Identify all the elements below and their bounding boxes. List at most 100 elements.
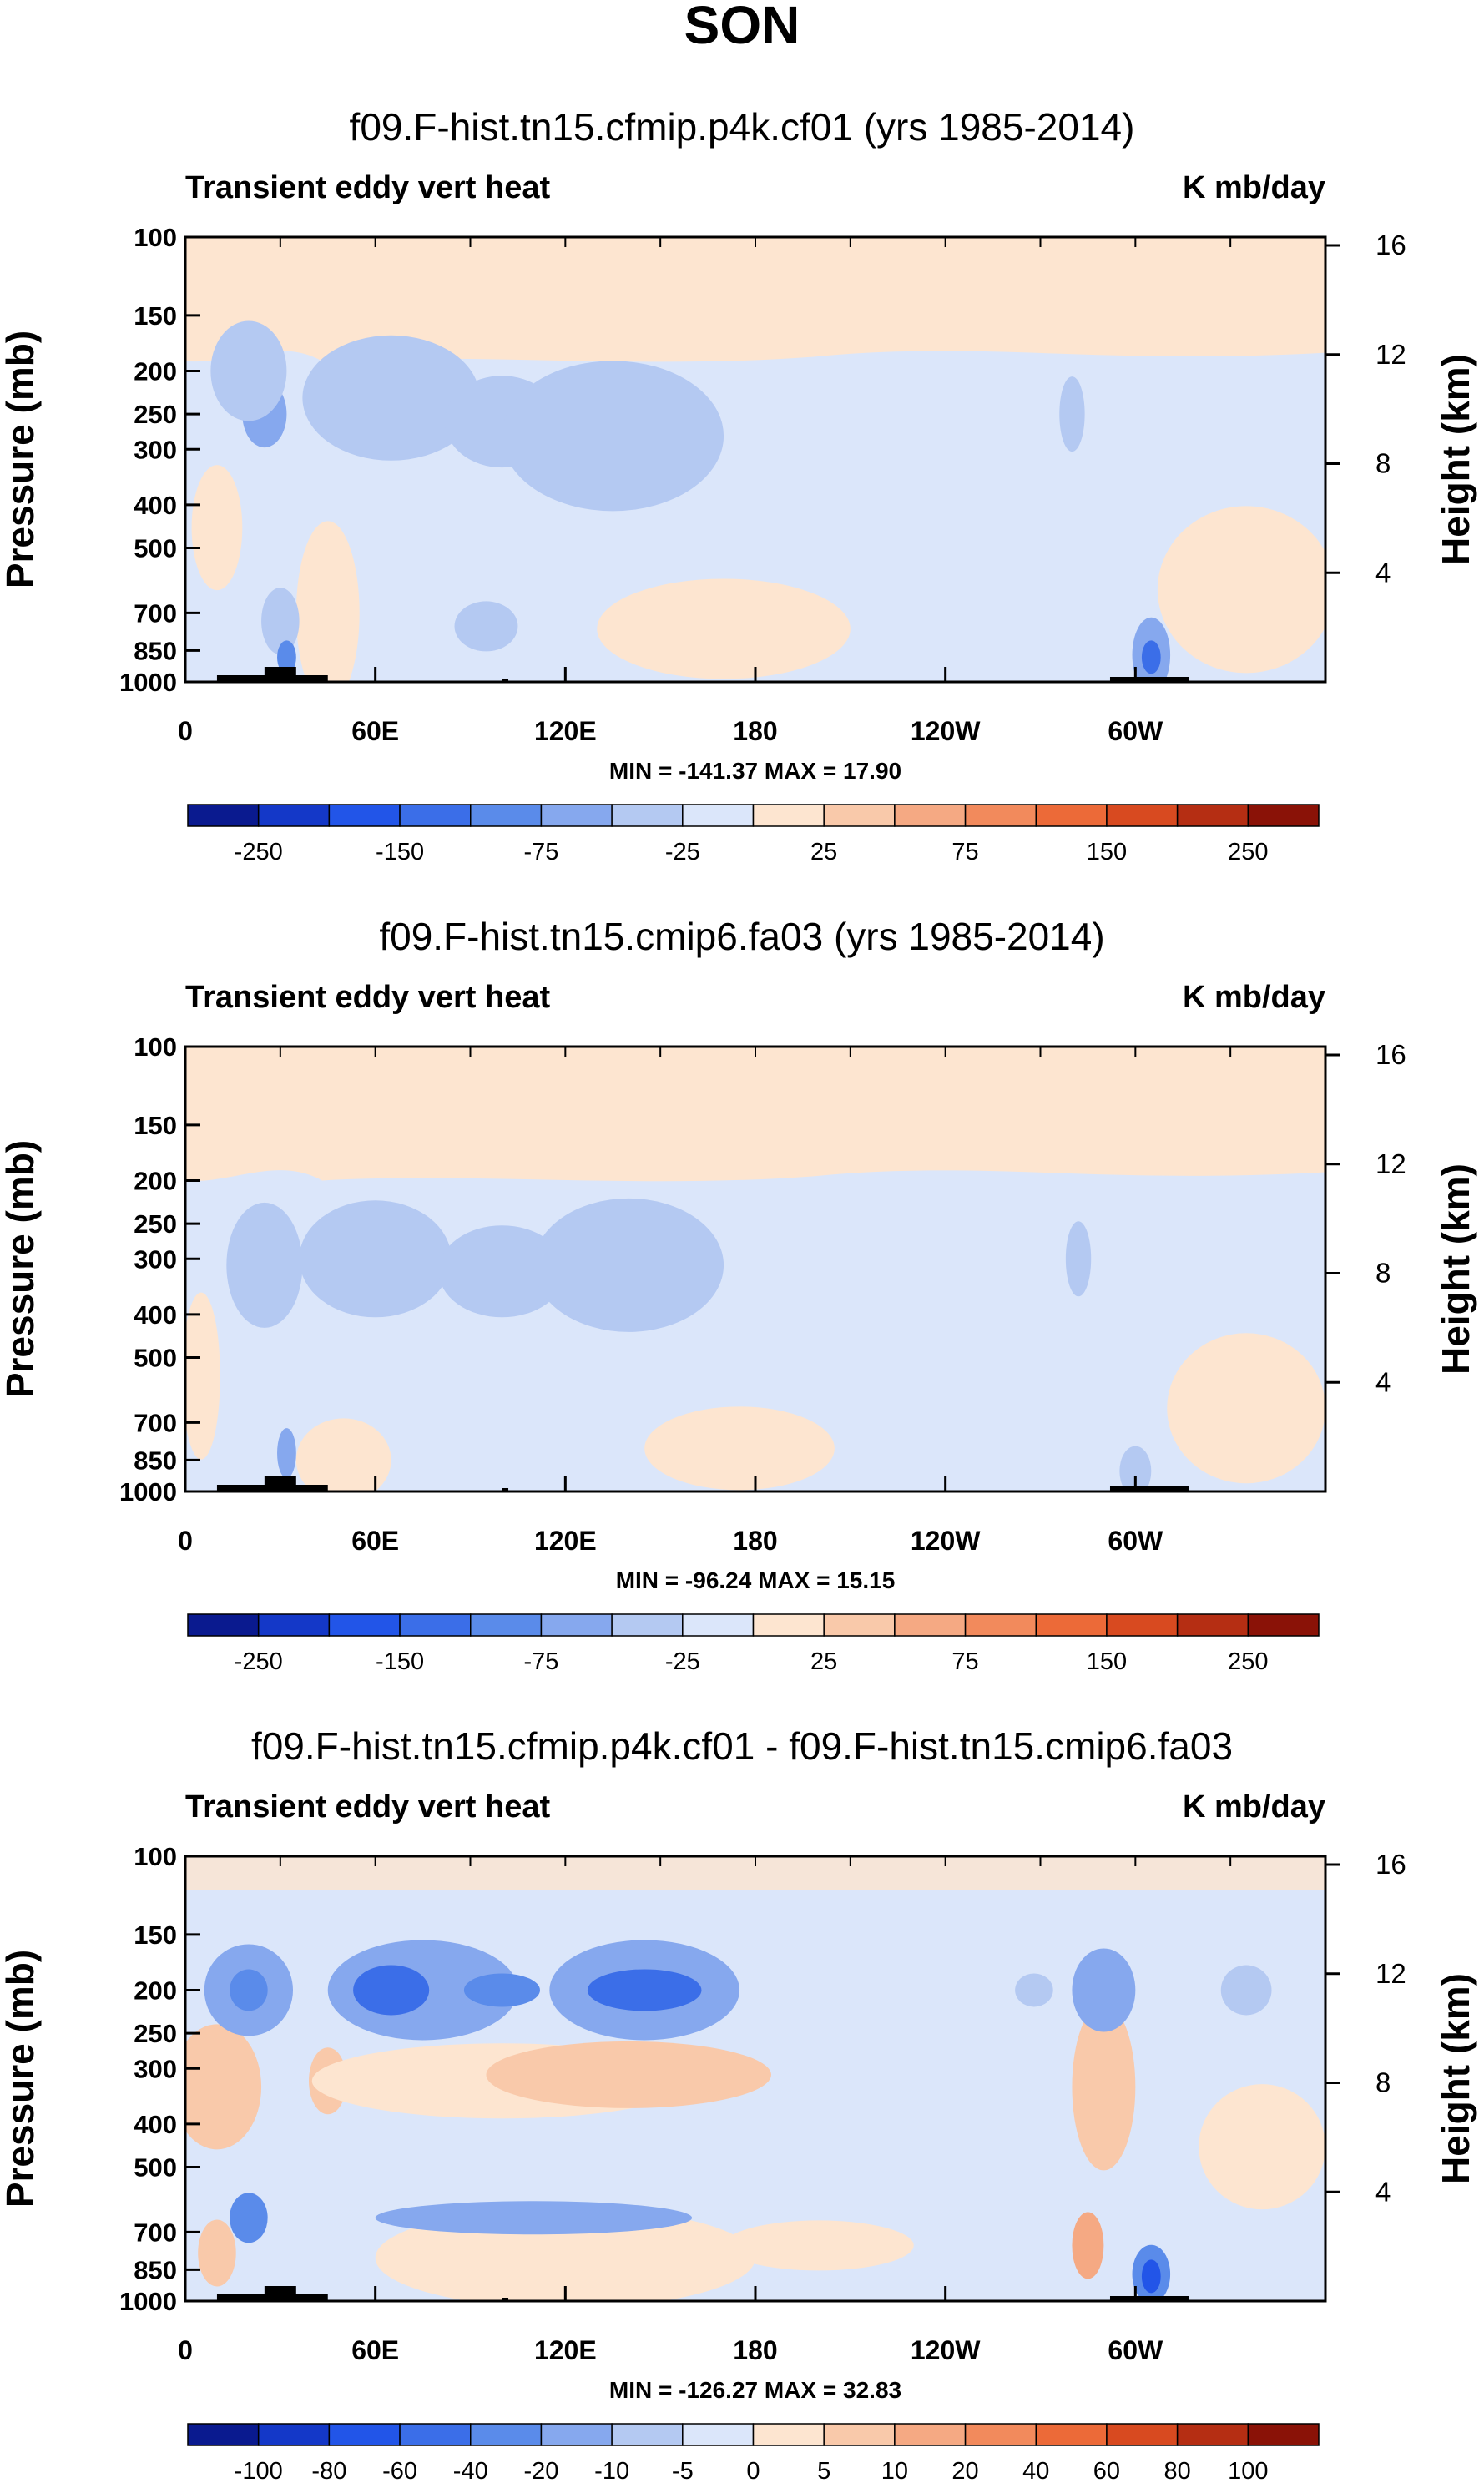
- xtick-label: 180: [733, 1526, 777, 1556]
- cold-region-7: [454, 601, 518, 652]
- cold-region-8: [1119, 1446, 1152, 1491]
- xtick-label: 0: [178, 2335, 193, 2365]
- colorbar-swatch: [1106, 1613, 1179, 1637]
- ytick-label: 250: [134, 1209, 177, 1239]
- warm-region-9: [724, 2220, 914, 2271]
- right-label: K mb/day: [1183, 1789, 1325, 1824]
- topography-2: [1109, 677, 1189, 682]
- cold-region-5: [533, 1198, 724, 1332]
- ytick-label: 500: [134, 1344, 177, 1373]
- ytick-label: 700: [134, 2218, 177, 2247]
- colorbar-swatch: [1247, 1613, 1320, 1637]
- chart-panel-3: f09.F-hist.tn15.cfmip.p4k.cf01 - f09.F-h…: [0, 1724, 1477, 2483]
- ytick-label: 1000: [119, 2287, 177, 2316]
- y2tick-label: 12: [1375, 1148, 1406, 1179]
- ylabel: Pressure (mb): [0, 331, 42, 588]
- colorbar-swatch: [328, 804, 401, 827]
- topography-1: [264, 667, 296, 682]
- cold-region-12: [1015, 1973, 1053, 2007]
- colorbar-swatch: [752, 1613, 825, 1637]
- colorbar-swatch: [611, 2423, 684, 2446]
- colorbar-label: -150: [376, 839, 424, 866]
- ytick-label: 500: [134, 2153, 177, 2183]
- topography-3: [502, 2298, 509, 2301]
- colorbar-label: -75: [523, 1648, 558, 1675]
- ytick-label: 100: [134, 223, 177, 252]
- colorbar-label: -25: [665, 839, 700, 866]
- warm-region-0: [644, 1406, 835, 1491]
- cold-region-1: [210, 320, 287, 421]
- stats-text: MIN = -126.27 MAX = 32.83: [609, 2377, 901, 2403]
- ytick-label: 700: [134, 1408, 177, 1437]
- ytick-label: 300: [134, 435, 177, 464]
- warm-region-5: [1072, 2003, 1136, 2171]
- warm-region-7: [198, 2219, 236, 2287]
- colorbar-label: 5: [817, 2458, 830, 2483]
- y2tick-label: 8: [1375, 2067, 1391, 2098]
- colorbar-swatch: [823, 804, 896, 827]
- xtick-label: 0: [178, 1526, 193, 1556]
- cold-region-2: [299, 1200, 452, 1318]
- ytick-label: 850: [134, 636, 177, 665]
- colorbar-swatch: [964, 2423, 1037, 2446]
- colorbar-swatch: [1106, 2423, 1179, 2446]
- ytick-label: 150: [134, 1920, 177, 1950]
- right-label: K mb/day: [1183, 170, 1325, 205]
- cold-region-10: [1141, 640, 1161, 674]
- warm-region-1: [1167, 1333, 1325, 1484]
- y2label: Height (km): [1434, 1973, 1477, 2184]
- colorbar-label: 40: [1022, 2458, 1049, 2483]
- colorbar-swatch: [682, 2423, 755, 2446]
- colorbar-label: -250: [235, 1648, 283, 1675]
- colorbar-label: 250: [1228, 839, 1268, 866]
- upper-warm-region: [185, 1047, 1325, 1182]
- warm-region-10: [1199, 2084, 1325, 2210]
- warm-region-3: [295, 1418, 391, 1491]
- y2label: Height (km): [1434, 354, 1477, 565]
- cold-region-6: [587, 1969, 702, 2011]
- colorbar-label: 60: [1093, 2458, 1120, 2483]
- ytick-label: 250: [134, 400, 177, 429]
- colorbar-label: 10: [881, 2458, 908, 2483]
- colorbar-swatch: [470, 1613, 543, 1637]
- ytick-label: 100: [134, 1032, 177, 1062]
- xtick-label: 60W: [1108, 2335, 1163, 2365]
- ytick-label: 400: [134, 491, 177, 520]
- colorbar-label: -20: [523, 2458, 558, 2483]
- chart-panel-2: f09.F-hist.tn15.cmip6.fa03 (yrs 1985-201…: [0, 915, 1477, 1675]
- warm-region-2: [185, 1292, 220, 1460]
- chart-title: f09.F-hist.tn15.cfmip.p4k.cf01 (yrs 1985…: [350, 105, 1135, 149]
- colorbar-label: 80: [1163, 2458, 1190, 2483]
- colorbar-label: 250: [1228, 1648, 1268, 1675]
- topography-2: [1109, 1486, 1189, 1491]
- right-label: K mb/day: [1183, 980, 1325, 1015]
- cold-region-6: [502, 361, 724, 512]
- y2tick-label: 4: [1375, 2176, 1391, 2207]
- stats-text: MIN = -96.24 MAX = 15.15: [616, 1567, 896, 1593]
- xtick-label: 120E: [534, 716, 597, 746]
- colorbar-swatch: [399, 804, 472, 827]
- colorbar-swatch: [328, 2423, 401, 2446]
- colorbar-label: -80: [311, 2458, 346, 2483]
- y2label: Height (km): [1434, 1163, 1477, 1375]
- colorbar-swatch: [187, 2423, 260, 2446]
- cold-region-6: [277, 1428, 296, 1479]
- colorbar-swatch: [611, 804, 684, 827]
- colorbar-label: -10: [594, 2458, 629, 2483]
- colorbar-swatch: [540, 1613, 613, 1637]
- colorbar-swatch: [1247, 804, 1320, 827]
- warm-region-8: [1072, 2212, 1104, 2279]
- ytick-label: 200: [134, 1976, 177, 2005]
- colorbar-label: 25: [810, 1648, 837, 1675]
- ytick-label: 1000: [119, 1477, 177, 1506]
- chart-title: f09.F-hist.tn15.cmip6.fa03 (yrs 1985-201…: [379, 915, 1104, 958]
- xtick-label: 60E: [351, 716, 399, 746]
- colorbar-swatch: [752, 2423, 825, 2446]
- colorbar-swatch: [964, 804, 1037, 827]
- warm-region-1: [185, 2024, 262, 2150]
- colorbar-label: 25: [810, 839, 837, 866]
- xtick-label: 120E: [534, 1526, 597, 1556]
- colorbar-label: -25: [665, 1648, 700, 1675]
- cold-region-13: [1220, 1965, 1272, 2016]
